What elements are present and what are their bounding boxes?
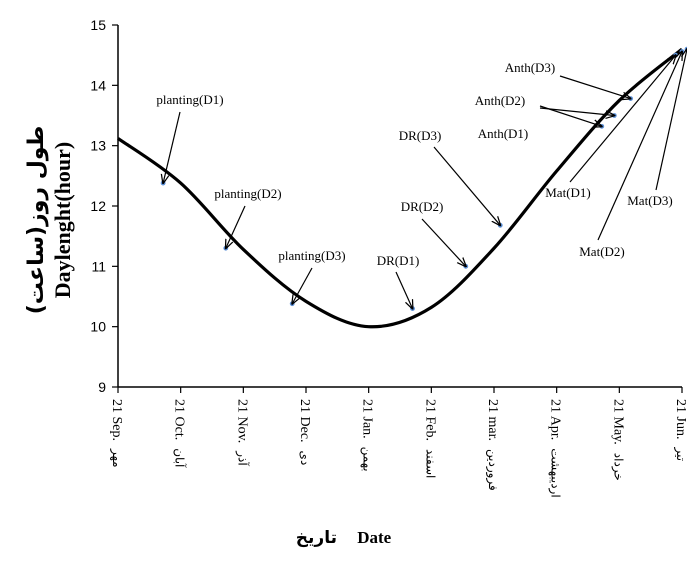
annotation-arrow (292, 267, 313, 304)
annotations: planting(D1) planting(D2) planting(D3) DR(D… (156, 46, 687, 311)
annotation-arrow (421, 218, 466, 266)
x-axis-label: تاريخ Date (0, 528, 687, 548)
x-tick-label: 21 Sep.مهر (109, 399, 124, 468)
x-tick-label: 21 Oct.آبان (172, 399, 188, 468)
annotation-label: Anth(D1) (478, 126, 529, 141)
x-axis-label-fa: تاريخ (295, 528, 337, 548)
annotation-point (679, 49, 685, 54)
annotation-arrow (569, 55, 676, 183)
y-tick-label: 12 (90, 198, 106, 214)
y-tick-label: 11 (91, 258, 106, 274)
x-tick-label: 21 Jun.تیر (673, 399, 687, 461)
annotation-arrow (597, 52, 682, 241)
annotation-label: Mat(D1) (545, 185, 591, 200)
x-axis-label-en: Date (357, 528, 392, 547)
annotation-label: Anth(D2) (475, 93, 526, 108)
y-axis-label: طول روز(ساعت) Daylenght(hour) (20, 110, 80, 330)
daylength-series (117, 47, 684, 329)
x-tick-label: 21 May.خرداد (610, 399, 625, 481)
annotation-label: DR(D2) (401, 199, 444, 214)
annotation-arrow (395, 271, 413, 309)
y-tick-label: 9 (98, 379, 106, 395)
annotation-arrow (163, 111, 181, 183)
y-axis-label-en: Daylenght(hour) (50, 141, 75, 299)
annotation-arrow (433, 146, 500, 225)
annotation-label: planting(D2) (214, 186, 281, 201)
x-axis-ticks: 21 Sep.مهر 21 Oct.آبان 21 Nov.آذر 21 Dec.دی… (109, 387, 687, 498)
annotation-label: Mat(D2) (579, 244, 625, 259)
annotation-label: Mat(D3) (627, 193, 673, 208)
annotation-label: DR(D3) (399, 128, 442, 143)
x-tick-label: 21 Feb.اسفند (422, 399, 437, 478)
y-tick-label: 15 (90, 17, 106, 33)
annotation-label: planting(D1) (156, 92, 223, 107)
annotation-arrow (559, 75, 631, 99)
annotation-arrow (539, 107, 614, 116)
x-tick-label: 21 mar.فروردین (485, 399, 500, 491)
annotation-label: DR(D1) (377, 253, 420, 268)
x-tick-label: 21 Jan.بهمن (360, 399, 375, 472)
annotation-label: Anth(D3) (505, 60, 556, 75)
x-tick-label: 21 Nov.آذر (234, 399, 250, 466)
annotation-arrow (655, 49, 687, 191)
series-line (117, 47, 684, 329)
x-tick-label: 21 Dec.دی (297, 399, 312, 465)
annotation-label: planting(D3) (278, 248, 345, 263)
x-tick-label: 21 Apr.اردیبهشت (548, 399, 563, 498)
y-axis-ticks: 9 10 11 12 13 14 15 (90, 17, 118, 395)
y-axis-label-fa: طول روز(ساعت) (24, 125, 49, 315)
annotation-arrow (226, 205, 246, 248)
y-tick-label: 14 (90, 77, 106, 93)
y-tick-label: 13 (90, 138, 106, 154)
y-tick-label: 10 (90, 319, 106, 335)
